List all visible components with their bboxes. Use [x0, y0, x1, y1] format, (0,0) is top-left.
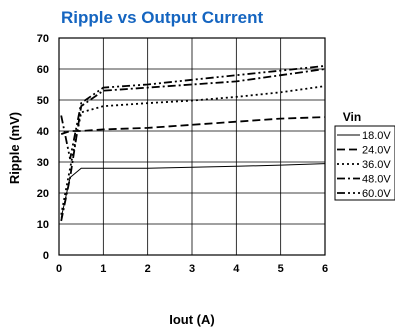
y-axis-ticks: 0 10 20 30 40 50 60 70 — [37, 33, 49, 262]
y-tick-label: 20 — [37, 188, 49, 200]
x-tick-label: 1 — [100, 263, 106, 275]
legend-label: 60.0V — [362, 188, 391, 200]
series-line-60-0v — [61, 66, 325, 159]
series-line-36-0v — [61, 86, 325, 215]
y-axis-label: Ripple (mV) — [7, 112, 22, 184]
y-tick-label: 60 — [37, 64, 49, 76]
x-tick-label: 2 — [145, 263, 151, 275]
y-tick-label: 30 — [37, 157, 49, 169]
chart-title: Ripple vs Output Current — [61, 8, 263, 27]
x-axis-ticks: 0 1 2 3 4 5 6 — [56, 263, 328, 275]
x-axis-label: Iout (A) — [169, 312, 214, 327]
legend-title: Vin — [343, 110, 361, 124]
series-line-24-0v — [61, 117, 325, 134]
series-group — [61, 66, 325, 221]
y-tick-label: 0 — [43, 250, 49, 262]
x-tick-label: 5 — [278, 263, 284, 275]
legend: Vin 18.0V 24.0V 36.0V 48.0V 60.0V — [335, 110, 395, 200]
y-tick-label: 10 — [37, 219, 49, 231]
x-tick-label: 0 — [56, 263, 62, 275]
x-tick-label: 3 — [189, 263, 195, 275]
x-tick-label: 6 — [322, 263, 328, 275]
y-tick-label: 70 — [37, 33, 49, 45]
x-tick-label: 4 — [233, 263, 240, 275]
legend-label: 48.0V — [362, 174, 391, 186]
legend-label: 18.0V — [362, 130, 391, 142]
y-tick-label: 40 — [37, 126, 49, 138]
series-line-18-0v — [61, 164, 325, 218]
legend-label: 36.0V — [362, 159, 391, 171]
y-tick-label: 50 — [37, 95, 49, 107]
series-line-48-0v — [61, 69, 325, 221]
legend-label: 24.0V — [362, 145, 391, 157]
